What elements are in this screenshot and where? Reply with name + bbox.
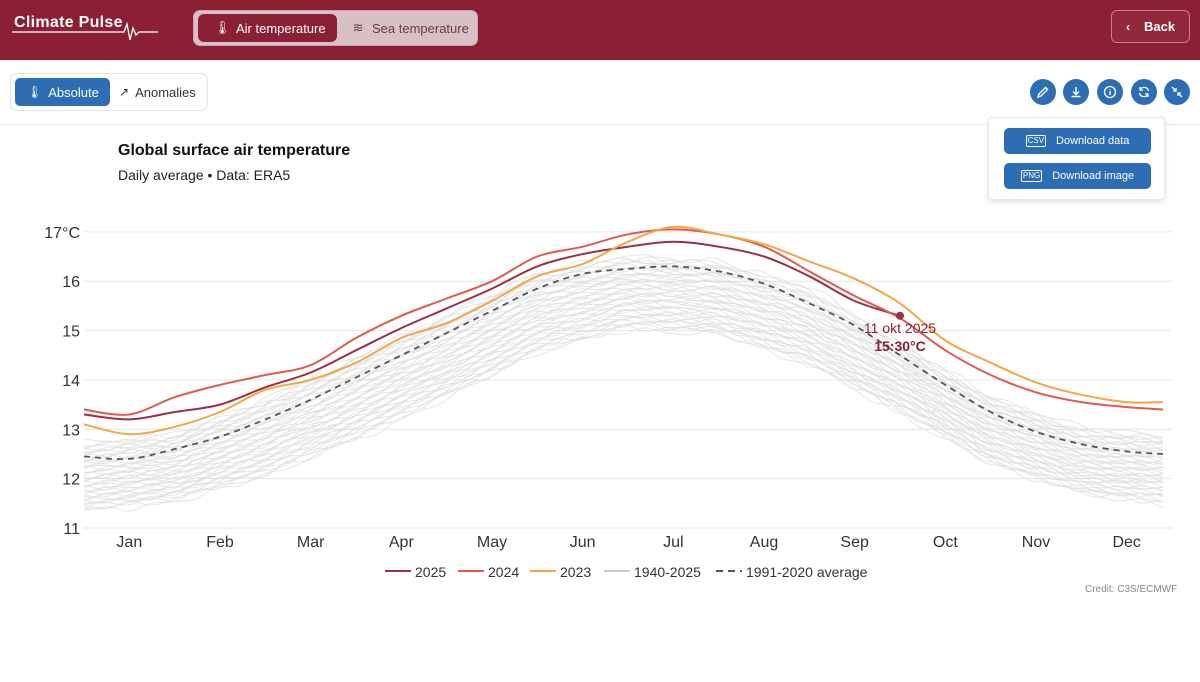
png-file-icon: PNG — [1020, 170, 1043, 182]
series-line-2025 — [83, 240, 901, 421]
history-line — [83, 292, 1164, 482]
history-line — [83, 280, 1163, 470]
view-toggle: 🌡 Absolute ↗ Anomalies — [10, 73, 208, 111]
refresh-button[interactable] — [1131, 79, 1157, 105]
x-tick-label: Mar — [297, 534, 325, 551]
x-tick-label: May — [477, 534, 507, 551]
x-tick-label: Jun — [570, 534, 596, 551]
x-tick-label: Nov — [1022, 534, 1050, 551]
history-line — [83, 286, 1163, 476]
legend-label: 2023 — [560, 564, 591, 580]
chart-subtitle: Daily average • Data: ERA5 — [118, 167, 291, 183]
tab-sea-temperature-label: Sea temperature — [372, 20, 469, 36]
thermometer-icon: 🌡 — [27, 85, 43, 99]
info-button[interactable] — [1097, 79, 1123, 105]
y-tick-label: 12 — [62, 472, 80, 489]
chart-credit: Credit: C3S/ECMWF — [1085, 584, 1178, 595]
highlight-value-label: 15:30°C — [874, 338, 926, 354]
history-line — [83, 254, 1164, 443]
anomalies-button[interactable]: ↗ Anomalies — [117, 78, 203, 106]
legend-label: 1991-2020 average — [746, 564, 868, 580]
tab-air-temperature[interactable]: 🌡 Air temperature — [198, 14, 337, 42]
y-tick-label: 14 — [62, 373, 80, 390]
info-icon — [1103, 85, 1117, 99]
edit-button[interactable] — [1030, 79, 1056, 105]
tab-sea-temperature[interactable]: ≋ Sea temperature — [342, 14, 472, 42]
back-button[interactable]: ‹ Back — [1111, 10, 1190, 43]
chart-title: Global surface air temperature — [118, 142, 351, 159]
top-bar: Climate Pulse 🌡 Air temperature ≋ Sea te… — [0, 0, 1200, 60]
history-line — [83, 295, 1163, 485]
chevron-left-icon: ‹ — [1126, 19, 1130, 34]
x-tick-label: Sep — [840, 534, 869, 551]
x-tick-label: Jul — [663, 534, 683, 551]
history-line — [83, 320, 1163, 510]
download-image-label: Download image — [1052, 170, 1135, 182]
download-data-button[interactable]: CSV Download data — [1004, 128, 1151, 154]
download-image-button[interactable]: PNG Download image — [1004, 163, 1151, 189]
download-menu: CSV Download data PNG Download image — [988, 117, 1165, 200]
collapse-icon — [1171, 86, 1183, 98]
csv-file-icon: CSV — [1025, 135, 1047, 147]
y-tick-label: 13 — [62, 422, 80, 439]
y-tick-label: 17°C — [44, 225, 80, 242]
absolute-button[interactable]: 🌡 Absolute — [15, 78, 110, 106]
heartbeat-logo-line — [12, 21, 158, 41]
history-line — [83, 306, 1164, 495]
thermometer-icon: 🌡 — [214, 20, 231, 35]
history-line — [83, 303, 1163, 492]
highlight-date-label: 11 okt 2025 — [864, 320, 936, 336]
history-line — [83, 327, 1164, 512]
download-data-label: Download data — [1056, 135, 1130, 147]
history-line — [83, 256, 1163, 450]
history-line — [83, 315, 1163, 504]
y-tick-label: 15 — [62, 324, 80, 341]
x-tick-label: Dec — [1112, 534, 1140, 551]
history-line — [83, 311, 1163, 501]
history-line — [83, 273, 1164, 462]
history-line — [83, 259, 1163, 452]
history-line — [83, 299, 1163, 489]
highlight-point — [896, 311, 904, 320]
waves-icon: ≋ — [352, 20, 364, 35]
history-line — [83, 259, 1164, 449]
history-line — [83, 313, 1164, 503]
edit-icon — [1036, 86, 1049, 99]
legend-label: 2024 — [488, 564, 519, 580]
legend-label: 2025 — [415, 564, 446, 580]
absolute-label: Absolute — [48, 84, 99, 100]
y-tick-label: 11 — [63, 521, 80, 538]
x-tick-label: Jan — [116, 534, 142, 551]
history-line — [83, 262, 1163, 458]
legend-label: 1940-2025 — [634, 564, 701, 580]
toolbar-divider — [0, 124, 1200, 125]
history-line — [83, 266, 1164, 455]
download-button[interactable] — [1063, 79, 1089, 105]
refresh-icon — [1138, 86, 1150, 98]
download-icon — [1071, 87, 1081, 98]
x-tick-label: Feb — [206, 534, 234, 551]
tab-air-temperature-label: Air temperature — [236, 20, 326, 36]
history-line — [83, 314, 1164, 500]
x-tick-label: Apr — [389, 534, 415, 551]
back-button-label: Back — [1144, 19, 1176, 34]
series-line-2023 — [83, 225, 1163, 436]
mode-toggle: 🌡 Air temperature ≋ Sea temperature — [193, 10, 478, 46]
history-line — [83, 320, 1164, 506]
anomalies-label: Anomalies — [135, 84, 196, 100]
x-tick-label: Aug — [750, 534, 778, 551]
trend-up-icon: ↗ — [119, 85, 130, 99]
series-line-2024 — [83, 228, 1163, 416]
app-logo[interactable]: Climate Pulse — [14, 14, 123, 31]
history-line — [83, 265, 1163, 458]
y-tick-label: 16 — [62, 274, 80, 291]
collapse-button[interactable] — [1164, 79, 1190, 105]
series-line-1991-2020-average — [83, 265, 1163, 461]
x-tick-label: Oct — [933, 534, 958, 551]
